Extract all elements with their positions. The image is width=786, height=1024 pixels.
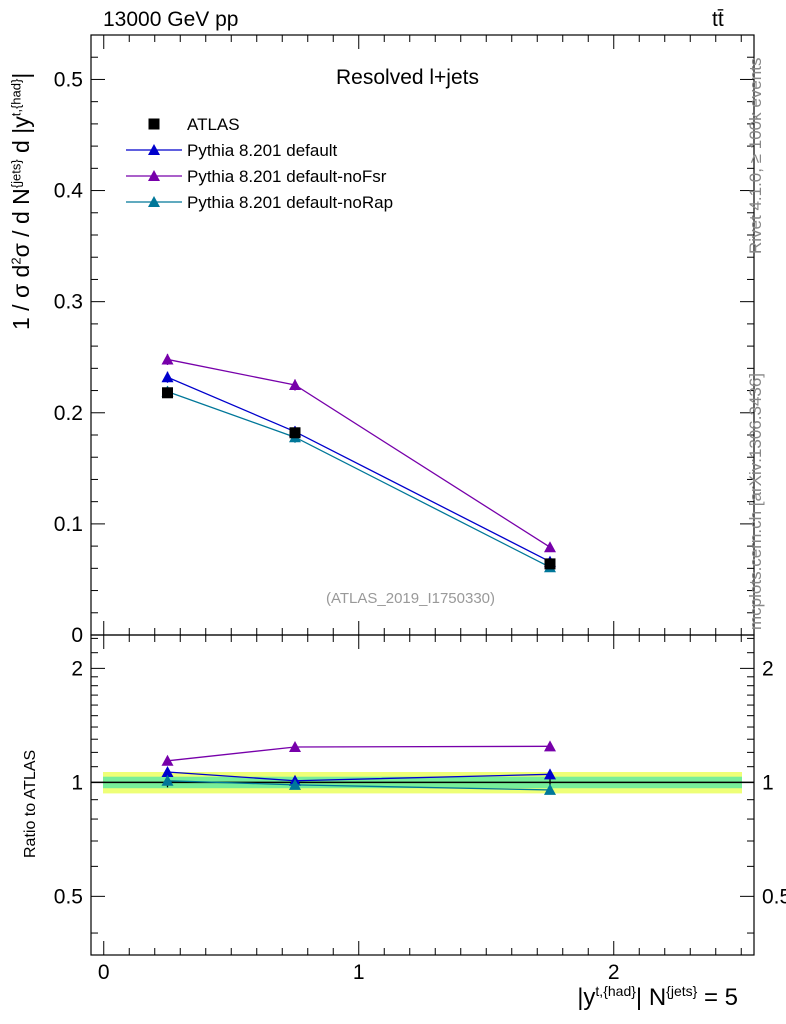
xlabel-sup: {jets} — [666, 983, 698, 999]
x-tick-label: 1 — [353, 961, 365, 984]
energy-label: 13000 GeV pp — [103, 8, 239, 31]
series-line-noRap — [167, 391, 551, 568]
ratio-point-noRap — [289, 778, 301, 790]
ratio-point-noRap — [161, 774, 174, 786]
legend-marker-noFsr — [148, 170, 160, 181]
data-point-atlas — [289, 427, 301, 439]
legend-label-atlas: ATLAS — [187, 115, 240, 134]
data-point-atlas — [544, 558, 556, 570]
x-axis-label: |yt,{had}| N{jets} = 5 — [577, 983, 738, 1012]
ratio-line-noFsr — [167, 745, 551, 762]
main-ylabel-sup: 2 — [8, 257, 24, 265]
ratio-y-tick-label-left: 0.5 — [54, 885, 83, 908]
data-point-noFsr — [544, 541, 556, 553]
data-point-noFsr — [161, 353, 174, 365]
ratio-point-default — [544, 768, 556, 780]
legend-marker-default — [148, 144, 160, 155]
main-ylabel-part: σ / d N — [8, 188, 34, 258]
ratio-y-tick-label-right: 2 — [762, 657, 774, 680]
main-y-axis-label: 1 / σ d2σ / d N{jets} d |yt,{had}| — [8, 73, 35, 330]
x-tick-label: 0 — [98, 961, 110, 984]
main-y-tick-label: 0.4 — [54, 180, 84, 203]
ratio-y-axis-label: Ratio to ATLAS — [22, 749, 39, 858]
main-ylabel-part: | — [8, 72, 34, 79]
legend-label-noFsr: Pythia 8.201 default-noFsr — [187, 167, 387, 186]
series-line-noFsr — [167, 358, 551, 548]
rivet-label: Rivet 4.1.0, ≥ 100k events — [746, 57, 765, 254]
data-point-atlas — [162, 387, 173, 399]
xlabel-part: | N — [635, 984, 667, 1011]
main-y-tick-label: 0.3 — [54, 291, 83, 314]
reference-label: (ATLAS_2019_I1750330) — [326, 590, 496, 607]
mcplots-label: mcplots.cern.ch [arXiv:1306.3436] — [746, 372, 765, 630]
x-tick-label: 2 — [608, 961, 620, 984]
legend-marker-noRap — [148, 196, 160, 207]
legend-label-noRap: Pythia 8.201 default-noRap — [187, 193, 393, 212]
main-y-tick-label: 0 — [71, 624, 83, 647]
legend-label-default: Pythia 8.201 default — [187, 141, 338, 160]
ratio-point-noRap — [544, 783, 556, 795]
main-y-tick-label: 0.5 — [54, 68, 83, 91]
main-ylabel-sup: t,{had} — [8, 78, 24, 117]
data-point-noFsr — [289, 379, 301, 390]
ratio-point-noFsr — [161, 754, 174, 766]
legend-marker-atlas — [148, 118, 160, 130]
main-ylabel-part: 1 / σ d — [8, 264, 34, 330]
xlabel-part: |y — [577, 984, 596, 1011]
ratio-y-tick-label-left: 1 — [71, 771, 83, 794]
ratio-y-tick-label-left: 2 — [71, 657, 83, 680]
ratio-frame — [90, 634, 755, 956]
chart-title: Resolved l+jets — [336, 66, 479, 89]
ratio-point-noFsr — [544, 740, 556, 752]
main-y-tick-label: 0.1 — [54, 513, 83, 536]
main-ylabel-sup: {jets} — [8, 159, 24, 189]
ratio-point-default — [161, 766, 174, 778]
main-y-tick-label: 0.2 — [54, 402, 83, 425]
process-label: tt̄ — [712, 8, 724, 31]
xlabel-part: = 5 — [697, 984, 738, 1011]
ratio-point-noFsr — [289, 740, 301, 752]
main-ylabel-part: d |y — [8, 116, 34, 160]
xlabel-sup: t,{had} — [595, 983, 636, 999]
data-point-default — [161, 371, 174, 383]
ratio-y-tick-label-right: 0.5 — [762, 885, 786, 908]
ratio-y-tick-label-right: 1 — [762, 771, 774, 794]
